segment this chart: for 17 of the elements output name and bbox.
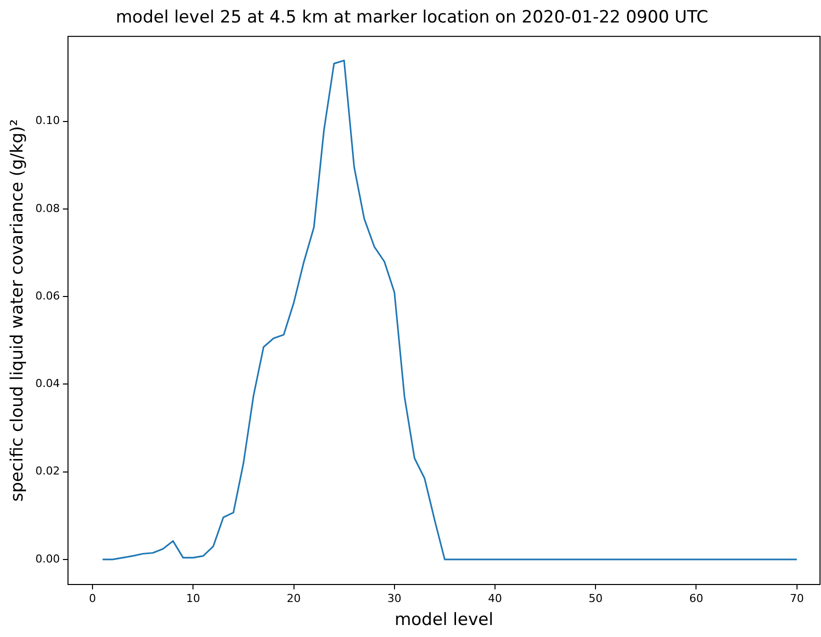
x-tick-label: 60 xyxy=(689,592,704,605)
x-axis-title: model level xyxy=(394,610,494,630)
x-tick-label: 40 xyxy=(488,592,502,605)
x-tick-label: 10 xyxy=(186,592,200,605)
x-tick-label: 70 xyxy=(790,592,804,605)
y-tick-label: 0.10 xyxy=(35,114,60,128)
y-tick-label: 0.02 xyxy=(35,464,60,478)
y-tick-label: 0.00 xyxy=(35,552,60,566)
chart-title: model level 25 at 4.5 km at marker location on 2020-01-22 0900 UTC xyxy=(116,8,708,28)
y-tick-label: 0.06 xyxy=(35,289,60,302)
x-tick-label: 30 xyxy=(387,592,402,605)
x-tick-label: 20 xyxy=(286,592,301,605)
x-tick-label: 50 xyxy=(588,592,603,605)
y-axis-title: specific cloud liquid water covariance (g/kg)² xyxy=(8,119,28,502)
y-tick-label: 0.08 xyxy=(35,202,60,215)
x-tick-label: 0 xyxy=(89,592,96,605)
y-tick-label: 0.04 xyxy=(35,377,60,390)
